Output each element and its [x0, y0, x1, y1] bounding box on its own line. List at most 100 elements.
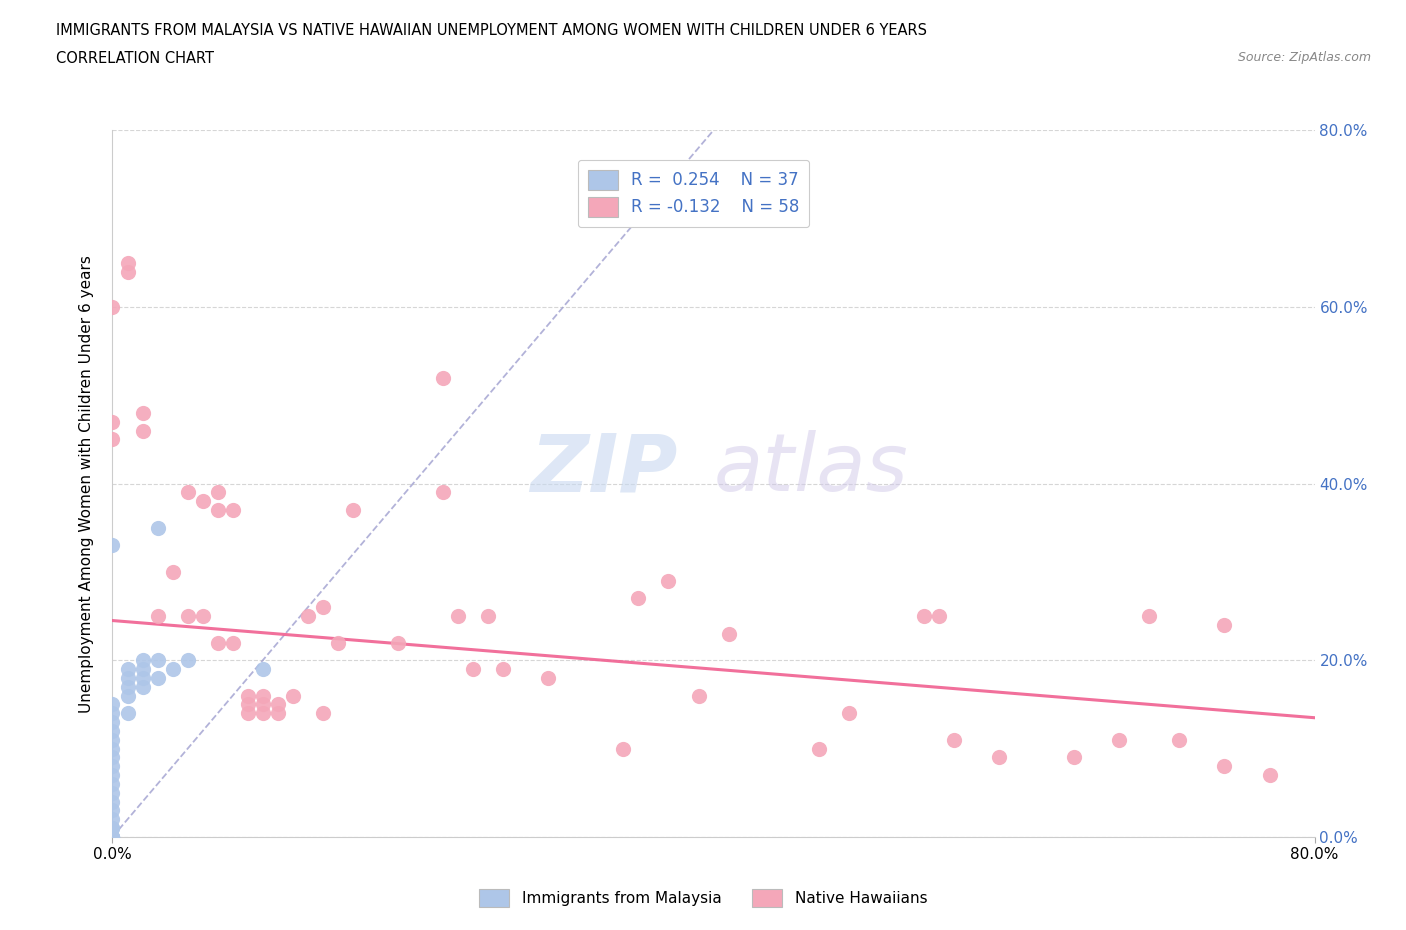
Point	[146, 609, 169, 624]
Point	[838, 706, 860, 721]
Point	[537, 671, 560, 685]
Point	[612, 741, 634, 756]
Point	[101, 415, 124, 430]
Point	[101, 768, 124, 783]
Point	[117, 264, 139, 279]
Point	[176, 609, 198, 624]
Point	[222, 635, 245, 650]
Point	[461, 662, 484, 677]
Point	[117, 662, 139, 677]
Point	[131, 662, 153, 677]
Point	[101, 698, 124, 712]
Point	[101, 741, 124, 756]
Point	[942, 733, 965, 748]
Point	[101, 821, 124, 836]
Point	[688, 688, 710, 703]
Point	[1258, 768, 1281, 783]
Point	[101, 432, 124, 447]
Point	[236, 698, 259, 712]
Point	[101, 804, 124, 818]
Text: ZIP: ZIP	[530, 431, 678, 509]
Point	[101, 794, 124, 809]
Point	[342, 503, 364, 518]
Point	[1213, 759, 1236, 774]
Point	[912, 609, 935, 624]
Point	[447, 609, 470, 624]
Point	[1137, 609, 1160, 624]
Point	[191, 494, 214, 509]
Point	[101, 759, 124, 774]
Point	[432, 370, 454, 385]
Point	[117, 679, 139, 694]
Point	[236, 706, 259, 721]
Point	[207, 503, 229, 518]
Point	[432, 485, 454, 500]
Point	[252, 688, 274, 703]
Point	[1108, 733, 1130, 748]
Point	[207, 635, 229, 650]
Point	[267, 706, 290, 721]
Point	[101, 538, 124, 552]
Point	[101, 812, 124, 827]
Point	[131, 653, 153, 668]
Point	[131, 671, 153, 685]
Point	[101, 777, 124, 791]
Point	[101, 830, 124, 844]
Point	[131, 405, 153, 420]
Point	[492, 662, 515, 677]
Point	[928, 609, 950, 624]
Point	[101, 830, 124, 844]
Point	[117, 256, 139, 271]
Y-axis label: Unemployment Among Women with Children Under 6 years: Unemployment Among Women with Children U…	[79, 255, 94, 712]
Text: atlas: atlas	[713, 431, 908, 509]
Point	[101, 785, 124, 800]
Point	[627, 591, 650, 606]
Point	[1213, 618, 1236, 632]
Point	[101, 733, 124, 748]
Text: IMMIGRANTS FROM MALAYSIA VS NATIVE HAWAIIAN UNEMPLOYMENT AMONG WOMEN WITH CHILDR: IMMIGRANTS FROM MALAYSIA VS NATIVE HAWAI…	[56, 23, 927, 38]
Point	[146, 671, 169, 685]
Point	[312, 706, 335, 721]
Legend: R =  0.254    N = 37, R = -0.132    N = 58: R = 0.254 N = 37, R = -0.132 N = 58	[578, 160, 810, 227]
Point	[267, 698, 290, 712]
Point	[101, 750, 124, 764]
Point	[207, 485, 229, 500]
Point	[807, 741, 830, 756]
Point	[252, 706, 274, 721]
Point	[101, 830, 124, 844]
Point	[117, 706, 139, 721]
Point	[717, 627, 740, 642]
Point	[101, 299, 124, 314]
Point	[326, 635, 349, 650]
Point	[146, 521, 169, 536]
Text: Source: ZipAtlas.com: Source: ZipAtlas.com	[1237, 51, 1371, 64]
Point	[101, 830, 124, 844]
Point	[176, 653, 198, 668]
Point	[101, 714, 124, 729]
Point	[387, 635, 409, 650]
Point	[146, 653, 169, 668]
Point	[117, 671, 139, 685]
Point	[191, 609, 214, 624]
Point	[988, 750, 1011, 764]
Point	[236, 688, 259, 703]
Point	[657, 573, 679, 589]
Point	[252, 698, 274, 712]
Point	[222, 503, 245, 518]
Point	[312, 600, 335, 615]
Point	[252, 662, 274, 677]
Point	[162, 565, 184, 579]
Legend: Immigrants from Malaysia, Native Hawaiians: Immigrants from Malaysia, Native Hawaiia…	[472, 884, 934, 913]
Point	[1063, 750, 1085, 764]
Point	[281, 688, 304, 703]
Point	[297, 609, 319, 624]
Point	[117, 688, 139, 703]
Point	[176, 485, 198, 500]
Point	[162, 662, 184, 677]
Text: CORRELATION CHART: CORRELATION CHART	[56, 51, 214, 66]
Point	[101, 706, 124, 721]
Point	[101, 724, 124, 738]
Point	[131, 423, 153, 438]
Point	[101, 821, 124, 836]
Point	[1168, 733, 1191, 748]
